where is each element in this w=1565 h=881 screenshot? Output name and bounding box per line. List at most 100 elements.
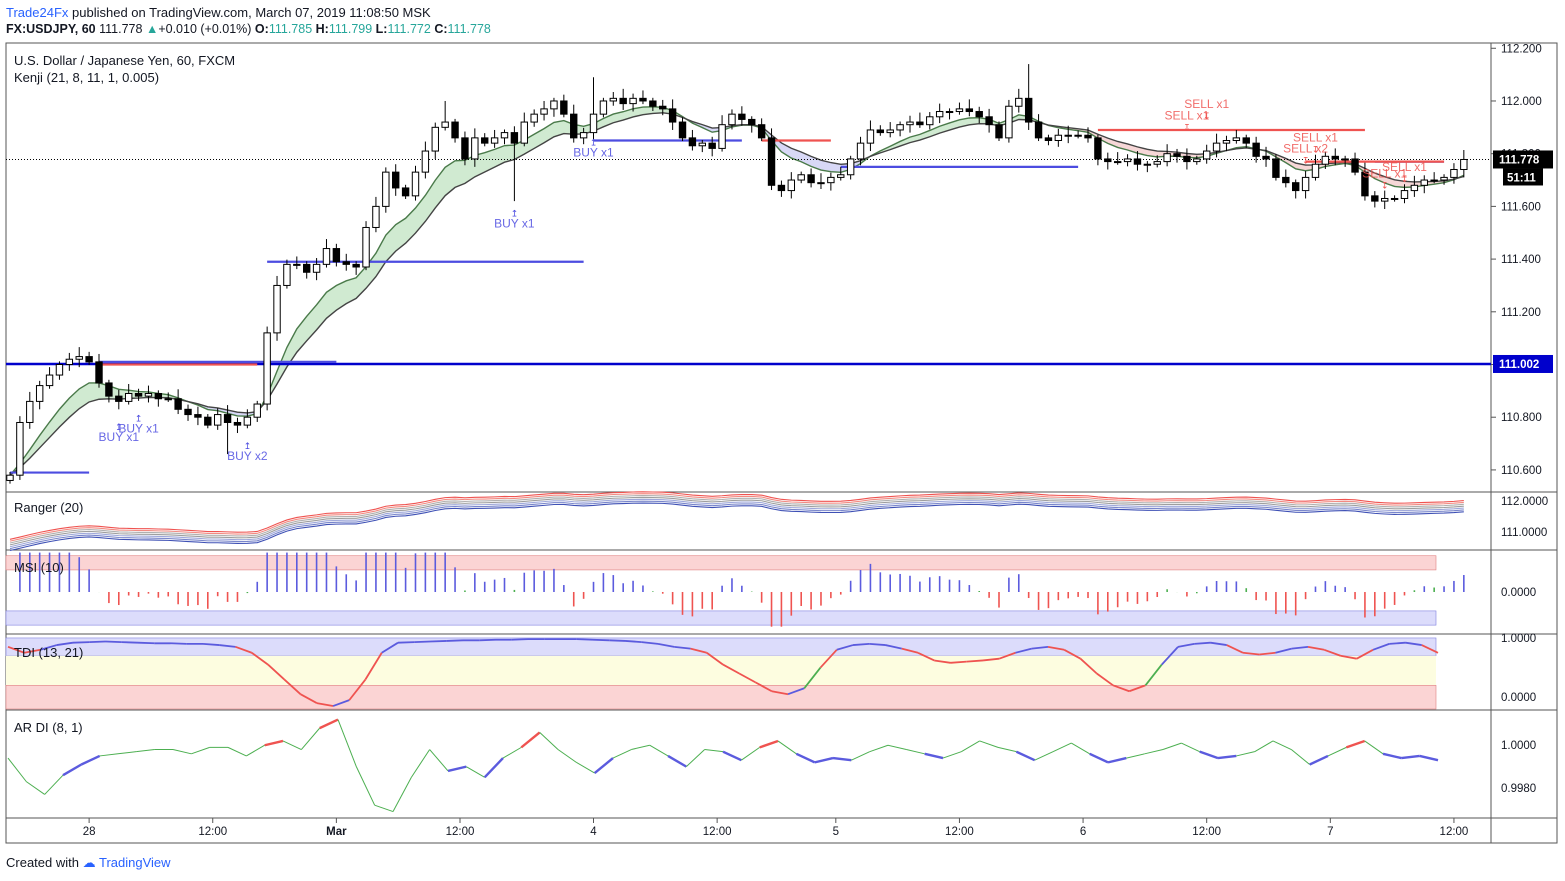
open-label: O: bbox=[254, 22, 269, 36]
ardi-line-segment bbox=[447, 765, 467, 773]
tdi-line-segment bbox=[446, 639, 464, 642]
countdown-tag bbox=[1503, 168, 1543, 186]
ardi-line-segment bbox=[1034, 751, 1054, 761]
tdi-line-segment bbox=[1031, 645, 1049, 650]
candle bbox=[965, 108, 974, 113]
tdi-line-segment bbox=[316, 702, 334, 707]
ardi-line-segment bbox=[466, 766, 485, 778]
tdi-line-segment bbox=[674, 645, 691, 650]
tdi-line-segment bbox=[576, 638, 594, 641]
candle bbox=[75, 356, 83, 360]
candle bbox=[431, 126, 439, 152]
publisher-name[interactable]: Trade24Fx bbox=[6, 5, 69, 20]
tdi-lower-zone bbox=[5, 685, 1437, 710]
tdi-line-segment bbox=[170, 642, 187, 645]
msi-oversold-zone bbox=[5, 610, 1437, 626]
tdi-line-segment bbox=[1144, 664, 1163, 686]
main-pane: BUY x1↥BUY x1↥BUY x2↥BUY x1↥BUY x1↥SELL … bbox=[6, 53, 1491, 484]
candle bbox=[995, 124, 1003, 139]
ardi-line-segment bbox=[300, 727, 321, 750]
candle bbox=[1104, 158, 1112, 163]
level-price-label: 111.002 bbox=[1499, 359, 1539, 371]
tdi-line-segment bbox=[511, 638, 529, 641]
tdi-line-segment bbox=[348, 678, 367, 701]
trade-arrow-icon: ↧ bbox=[1183, 122, 1191, 132]
ardi-line-segment bbox=[576, 761, 595, 774]
trade-arrow-icon: ↥ bbox=[244, 441, 252, 451]
candle bbox=[6, 474, 14, 481]
candle bbox=[837, 174, 845, 178]
trade-arrow-icon: ↧ bbox=[1401, 174, 1409, 184]
x-tick-label: 12:00 bbox=[945, 826, 974, 838]
x-tick-label: 12:00 bbox=[198, 826, 227, 838]
candle bbox=[411, 171, 420, 197]
chart-frame bbox=[5, 42, 1558, 844]
ardi-line-segment bbox=[942, 751, 962, 759]
candle bbox=[471, 137, 479, 160]
candle bbox=[1202, 150, 1211, 160]
candle bbox=[184, 408, 192, 416]
candle bbox=[1084, 134, 1092, 139]
candle bbox=[1371, 195, 1379, 202]
candle bbox=[1094, 137, 1102, 160]
candle bbox=[303, 263, 311, 273]
ardi-line-segment bbox=[520, 731, 541, 749]
candle bbox=[1242, 137, 1250, 144]
candle bbox=[1064, 134, 1072, 137]
candle bbox=[955, 108, 964, 113]
tdi-line-segment bbox=[852, 642, 870, 646]
candle bbox=[223, 414, 232, 423]
x-tick-label: 5 bbox=[833, 826, 839, 838]
candle bbox=[916, 121, 924, 126]
tdi-line-segment bbox=[430, 640, 447, 643]
candle bbox=[728, 113, 736, 126]
ardi-line-segment bbox=[832, 756, 852, 762]
tdi-line-segment bbox=[381, 641, 399, 654]
x-tick-label: 7 bbox=[1327, 826, 1333, 838]
change-value: +0.010 (+0.01%) bbox=[158, 22, 252, 36]
candle bbox=[1054, 134, 1063, 142]
ardi-line-segment bbox=[1364, 740, 1384, 755]
trade-marker-label: BUY x1 bbox=[118, 421, 159, 435]
candle bbox=[332, 248, 341, 263]
ardi-line-segment bbox=[1199, 750, 1219, 760]
candle bbox=[1450, 168, 1458, 178]
candle bbox=[629, 97, 637, 105]
tdi-line-segment bbox=[787, 687, 805, 696]
candle bbox=[639, 97, 647, 102]
ardi-line-segment bbox=[355, 766, 376, 806]
candle bbox=[382, 171, 390, 207]
candle bbox=[1460, 158, 1468, 170]
pane-title: MSI (10) bbox=[14, 560, 64, 575]
candle bbox=[718, 124, 726, 149]
tdi-line-segment bbox=[202, 642, 220, 646]
candle bbox=[1262, 155, 1270, 160]
tdi-line-segment bbox=[283, 678, 302, 695]
tradingview-brand[interactable]: TradingView bbox=[99, 855, 171, 870]
y-tick-label: 0.0000 bbox=[1501, 692, 1536, 704]
ardi-line-segment bbox=[1089, 752, 1109, 764]
ardi-line-segment bbox=[1015, 750, 1036, 762]
axes: 112.200112.000111.800111.600111.400111.2… bbox=[83, 43, 1553, 838]
ardi-line-segment bbox=[685, 749, 706, 768]
candle bbox=[322, 248, 331, 265]
tdi-line-segment bbox=[1275, 647, 1292, 654]
ardi-line-segment bbox=[869, 744, 889, 753]
level-price-tag bbox=[1493, 354, 1553, 373]
trade-arrow-icon: ↥ bbox=[115, 422, 123, 432]
tdi-line-segment bbox=[1112, 684, 1130, 693]
candle bbox=[886, 129, 894, 134]
tdi-line-segment bbox=[641, 641, 659, 645]
tdi-line-segment bbox=[1356, 649, 1374, 660]
candle bbox=[1420, 179, 1428, 186]
trade-arrow-icon: ↥ bbox=[135, 413, 143, 423]
tdi-line-segment bbox=[803, 667, 822, 689]
tdi-line-segment bbox=[592, 638, 610, 642]
tradingview-logo-icon[interactable]: ☁ bbox=[82, 855, 96, 870]
candle bbox=[1440, 176, 1448, 181]
tdi-line-segment bbox=[1242, 651, 1260, 656]
last-price: 111.778 bbox=[99, 22, 143, 36]
ardi-line-segment bbox=[44, 774, 64, 795]
candle bbox=[500, 132, 509, 139]
